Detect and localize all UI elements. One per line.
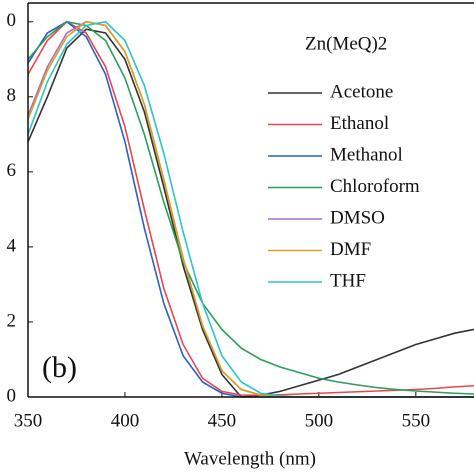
legend-label: Acetone	[330, 81, 393, 102]
legend-label: THF	[330, 270, 366, 291]
series-line	[27, 20, 474, 395]
legend-label: Ethanol	[330, 113, 389, 134]
legend-label: Chloroform	[330, 176, 420, 197]
series-line	[27, 28, 474, 398]
annotation: (b)	[42, 351, 77, 384]
x-tick-label: 500	[305, 410, 334, 431]
series-line	[27, 20, 474, 398]
series-line	[27, 20, 474, 398]
x-tick-label: 550	[402, 410, 431, 431]
legend-label: DMF	[330, 239, 371, 260]
series-line	[27, 20, 474, 398]
y-tick-label: 0	[7, 385, 17, 406]
y-tick-label: 4	[7, 235, 17, 256]
x-tick-label: 400	[111, 410, 140, 431]
y-tick-label: 2	[7, 310, 17, 331]
y-tick-label: 8	[7, 85, 17, 106]
series-line	[27, 20, 474, 398]
legend-label: DMSO	[330, 207, 385, 228]
y-tick-label: 0	[7, 10, 17, 31]
x-tick-label: 450	[208, 410, 237, 431]
x-tick-label: 350	[14, 410, 43, 431]
y-tick-label: 6	[7, 160, 17, 181]
series-line	[27, 20, 474, 396]
chart-title: Zn(MeQ)2	[305, 33, 387, 54]
legend-label: Methanol	[330, 144, 403, 165]
x-axis-label: Wavelength (nm)	[184, 448, 316, 469]
